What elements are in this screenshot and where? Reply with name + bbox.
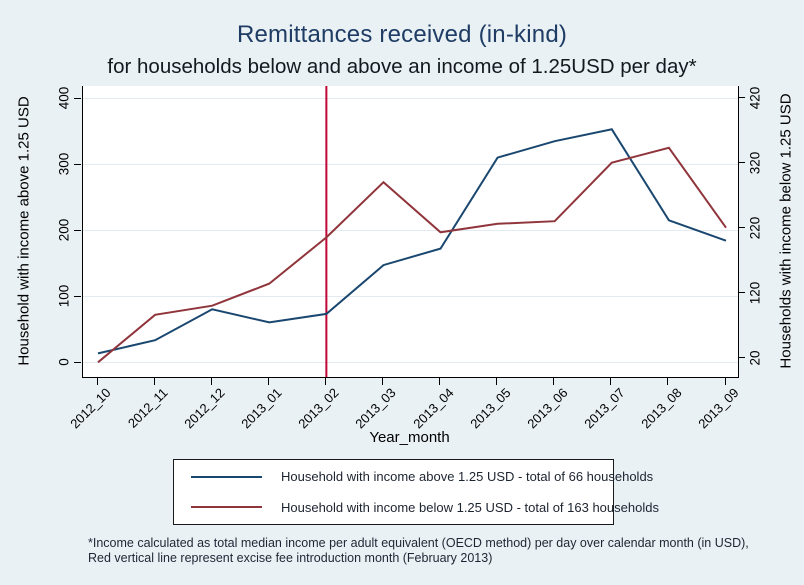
legend-label-above: Household with income above 1.25 USD - t… [281,469,654,485]
left-axis-tick [74,97,81,99]
legend-row-above: Household with income above 1.25 USD - t… [174,463,653,491]
x-axis-tick [153,378,155,385]
chart-canvas [97,86,727,377]
left-axis-tick [74,229,81,231]
right-axis-tick-label: 220 [747,216,763,239]
x-axis-tick-label: 2013_03 [352,385,400,432]
x-axis-title: Year_month [369,429,450,446]
x-axis-tick-label: 2013_01 [238,385,285,432]
gridline [83,361,738,363]
left-axis-tick-label: 200 [56,218,72,242]
plot-area [82,86,739,378]
gridline [83,229,738,231]
left-axis-tick-label: 100 [56,284,72,308]
gridline [83,295,738,297]
legend: Household with income above 1.25 USD - t… [173,459,659,525]
right-axis-tick [738,357,745,359]
right-axis-tick-label: 20 [747,350,763,366]
right-axis-tick [738,227,745,229]
chart-title: Remittances received (in-kind) [236,21,568,48]
right-axis-tick [738,162,745,164]
left-axis-tick-label: 0 [56,358,72,366]
x-axis-tick [210,378,212,385]
gridline [83,163,738,165]
x-axis-tick [667,378,669,385]
legend-label-below: Household with income below 1.25 USD - t… [281,499,659,515]
gridline [83,97,738,99]
x-axis-tick-label: 2013_06 [523,385,571,432]
x-axis-tick-label: 2012_12 [181,385,228,432]
left-axis-tick-label: 400 [56,87,72,110]
x-axis-tick [610,378,612,385]
legend-row-below: Household with income below 1.25 USD - t… [174,493,659,521]
left-axis-tick-label: 300 [56,152,72,176]
left-y-axis-title: Household with income above 1.25 USD [15,96,33,366]
right-axis-tick-label: 420 [747,86,763,109]
x-axis-tick [381,378,383,385]
footnote-line-1: *Income calculated as total median incom… [88,536,749,550]
right-axis-tick-label: 120 [747,281,763,304]
left-axis-tick [74,163,81,165]
x-axis-tick-label: 2013_08 [638,385,685,432]
x-axis-tick-label: 2013_02 [295,385,342,432]
footnote: *Income calculated as total median incom… [88,536,749,565]
x-axis-tick-label: 2013_07 [581,385,628,432]
x-axis-tick-label: 2013_09 [695,385,742,432]
right-axis-tick-label: 320 [747,151,763,174]
right-y-axis-title: Households with income below 1.25 USD [777,93,795,369]
x-axis-tick [96,378,98,385]
x-axis-tick-label: 2013_04 [409,385,457,432]
right-axis-tick [738,292,745,294]
series-above-line [97,128,727,355]
footnote-line-2: Red vertical line represent excise fee i… [88,550,493,565]
x-axis-tick [267,378,269,385]
x-axis-tick-label: 2012_10 [67,385,114,432]
legend-line-sample-above [191,475,262,478]
x-axis-tick [724,378,726,385]
x-axis-tick [496,378,498,385]
x-axis-tick [324,378,326,385]
x-axis-tick [553,378,555,385]
x-axis-tick-label: 2013_05 [466,385,514,432]
x-axis-tick [439,378,441,385]
legend-line-sample-below [191,506,262,509]
right-axis-tick [738,97,745,99]
chart-subtitle: for households below and above an income… [107,55,697,78]
x-axis-tick-label: 2012_11 [124,385,171,431]
left-axis-tick [74,361,81,363]
series-below-line [97,146,727,364]
left-axis-tick [74,295,81,297]
